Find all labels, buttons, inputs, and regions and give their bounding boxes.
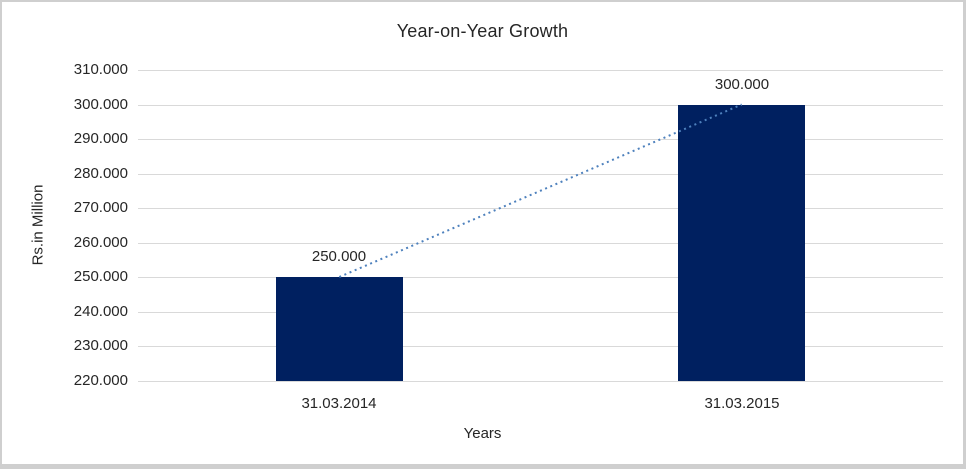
y-tick-label: 230.000 [73, 337, 128, 354]
x-axis-title: Years [463, 425, 502, 442]
gridline [138, 381, 943, 382]
y-tick-label: 250.000 [73, 268, 128, 285]
y-tick-label: 270.000 [73, 199, 128, 216]
gridline [138, 174, 943, 175]
y-tick-label: 280.000 [73, 165, 128, 182]
gridline [138, 139, 943, 140]
gridline [138, 346, 943, 347]
bar-value-label: 250.000 [311, 248, 367, 265]
y-tick-label: 300.000 [73, 96, 128, 113]
gridline [138, 208, 943, 209]
gridline [138, 105, 943, 106]
gridline [138, 70, 943, 71]
y-tick-label: 310.000 [73, 61, 128, 78]
y-tick-label: 290.000 [73, 130, 128, 147]
chart-title: Year-on-Year Growth [396, 21, 569, 41]
y-axis-title: Rs.in Million [29, 184, 47, 266]
x-tick-label: 31.03.2014 [301, 395, 377, 412]
y-tick-label: 220.000 [73, 372, 128, 389]
y-tick-label: 240.000 [73, 303, 128, 320]
gridline [138, 243, 943, 244]
bar-31.03.2014 [276, 277, 403, 381]
y-tick-label: 260.000 [73, 234, 128, 251]
gridline [138, 312, 943, 313]
bar-value-label: 300.000 [714, 76, 770, 93]
bar-31.03.2015 [678, 105, 805, 381]
gridline [138, 277, 943, 278]
x-tick-label: 31.03.2015 [704, 395, 780, 412]
